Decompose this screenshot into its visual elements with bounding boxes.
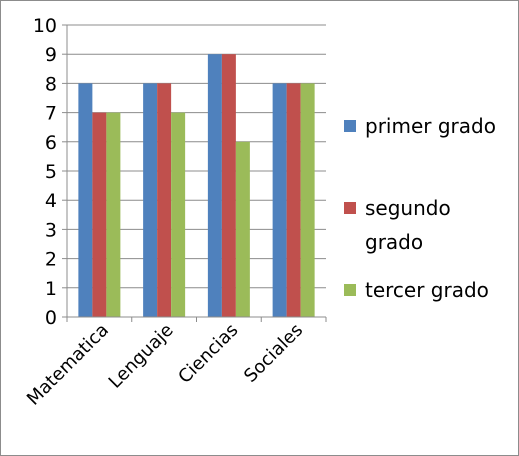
bar [106, 112, 121, 317]
y-tick-label: 0 [45, 307, 57, 329]
bar [221, 54, 236, 317]
bar [171, 112, 186, 317]
bar [157, 83, 172, 318]
bar [286, 83, 301, 318]
legend-label: primer grado [365, 114, 496, 138]
x-tick-label: Lenguaje [105, 320, 178, 393]
legend-label: tercer grado [365, 278, 489, 302]
y-tick-label: 6 [45, 132, 57, 154]
y-tick-label: 5 [45, 161, 57, 183]
y-tick-label: 10 [33, 15, 57, 37]
bar [92, 112, 107, 317]
legend: primer grado segundo grado tercer grado [344, 114, 496, 302]
legend-swatch [344, 284, 356, 296]
y-tick-label: 4 [45, 190, 57, 212]
legend-label: segundo grado [365, 196, 451, 254]
bar [235, 141, 250, 317]
bar [78, 83, 93, 318]
x-tick-label: Sociales [240, 320, 307, 387]
y-tick-label: 1 [45, 278, 57, 300]
bar [207, 54, 222, 317]
bar [300, 83, 315, 318]
legend-swatch [344, 120, 356, 132]
x-tick-label: Matematica [23, 320, 113, 410]
bar [272, 83, 287, 318]
y-tick-label: 8 [45, 73, 57, 95]
bar [143, 83, 158, 318]
x-tick-label: Ciencias [174, 320, 242, 388]
y-tick-label: 7 [45, 103, 57, 125]
y-tick-label: 2 [45, 249, 57, 271]
legend-swatch [344, 202, 356, 214]
y-tick-label: 9 [45, 44, 57, 66]
bars [78, 54, 315, 318]
y-tick-label: 3 [45, 219, 57, 241]
